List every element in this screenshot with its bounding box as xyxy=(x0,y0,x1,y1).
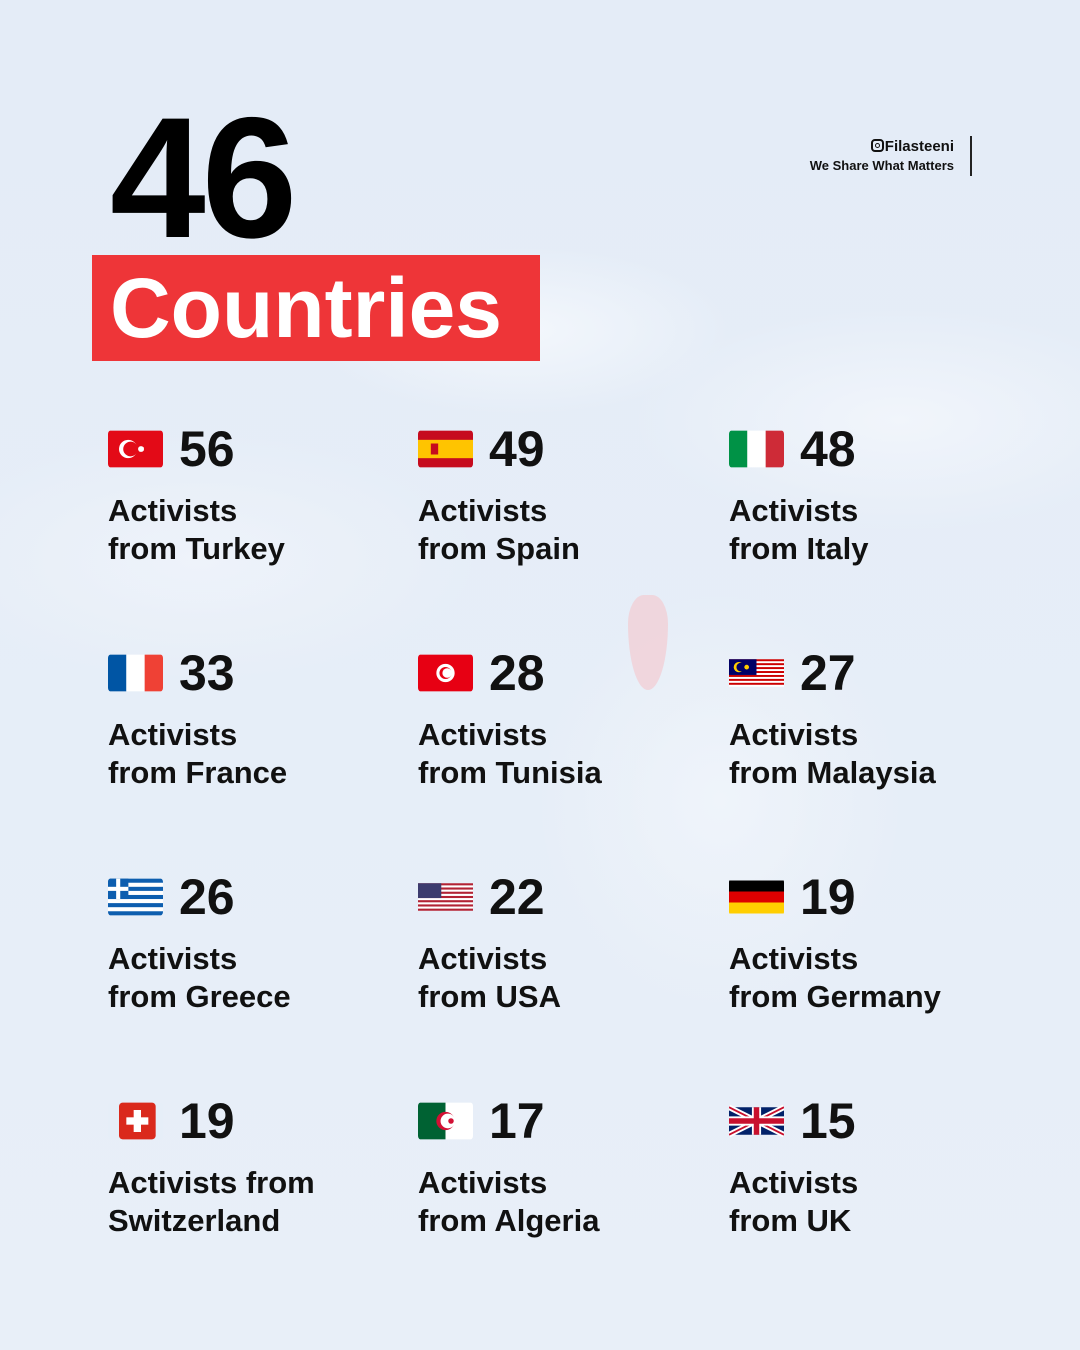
label-line-2: from Spain xyxy=(418,531,580,566)
label-line-1: Activists xyxy=(418,493,548,528)
brand-tagline: We Share What Matters xyxy=(809,158,954,173)
activist-label: Activists from Germany xyxy=(729,940,1029,1016)
activist-label: Activists from Switzerland xyxy=(108,1164,408,1240)
italy-flag-icon xyxy=(729,430,784,468)
label-line-1: Activists xyxy=(108,717,238,752)
activist-label: Activists from Algeria xyxy=(418,1164,718,1240)
label-line-2: from UK xyxy=(729,1203,852,1238)
instagram-icon xyxy=(870,139,884,152)
germany-flag-icon xyxy=(729,878,784,916)
activist-count: 49 xyxy=(489,421,545,477)
activist-label: Activists from Tunisia xyxy=(418,716,718,792)
greece-flag-icon xyxy=(108,878,163,916)
label-line-2: from Algeria xyxy=(418,1203,600,1238)
turkey-flag-icon xyxy=(108,430,163,468)
activist-label: Activists from Greece xyxy=(108,940,408,1016)
label-line-2: Switzerland xyxy=(108,1203,281,1238)
activist-count: 26 xyxy=(179,869,235,925)
label-line-1: Activists xyxy=(418,941,548,976)
activist-count: 56 xyxy=(179,421,235,477)
label-line-2: from Tunisia xyxy=(418,755,602,790)
label-line-2: from Turkey xyxy=(108,531,285,566)
activist-label: Activists from France xyxy=(108,716,408,792)
activist-label: Activists from UK xyxy=(729,1164,1029,1240)
activist-label: Activists from Turkey xyxy=(108,492,408,568)
brand: Filasteeni We Share What Matters xyxy=(810,138,954,173)
switzerland-flag-icon xyxy=(108,1102,163,1140)
label-line-1: Activists xyxy=(418,717,548,752)
activist-count: 22 xyxy=(489,869,545,925)
label-line-1: Activists xyxy=(729,1165,859,1200)
headline-label: Countries xyxy=(92,255,540,361)
headline-number: 46 xyxy=(110,82,297,274)
activist-count: 15 xyxy=(800,1093,856,1149)
activist-label: Activists from Italy xyxy=(729,492,1029,568)
malaysia-flag-icon xyxy=(729,654,784,692)
label-line-2: from USA xyxy=(418,979,561,1014)
label-line-1: Activists xyxy=(729,493,859,528)
activist-label: Activists from USA xyxy=(418,940,718,1016)
tunisia-flag-icon xyxy=(418,654,473,692)
activist-count: 48 xyxy=(800,421,856,477)
label-line-1: Activists from xyxy=(108,1165,315,1200)
france-flag-icon xyxy=(108,654,163,692)
label-line-1: Activists xyxy=(108,493,238,528)
label-line-1: Activists xyxy=(108,941,238,976)
label-line-2: from Italy xyxy=(729,531,869,566)
activist-count: 27 xyxy=(800,645,856,701)
activist-label: Activists from Spain xyxy=(418,492,718,568)
usa-flag-icon xyxy=(418,878,473,916)
activist-count: 19 xyxy=(800,869,856,925)
label-line-2: from Malaysia xyxy=(729,755,936,790)
uk-flag-icon xyxy=(729,1102,784,1140)
activist-count: 19 xyxy=(179,1093,235,1149)
divider xyxy=(970,136,972,176)
activist-count: 28 xyxy=(489,645,545,701)
algeria-flag-icon xyxy=(418,1102,473,1140)
label-line-2: from Greece xyxy=(108,979,291,1014)
label-line-2: from Germany xyxy=(729,979,941,1014)
spain-flag-icon xyxy=(418,430,473,468)
activist-count: 17 xyxy=(489,1093,545,1149)
label-line-1: Activists xyxy=(418,1165,548,1200)
activist-count: 33 xyxy=(179,645,235,701)
activist-label: Activists from Malaysia xyxy=(729,716,1029,792)
label-line-1: Activists xyxy=(729,941,859,976)
brand-handle: Filasteeni xyxy=(884,138,954,155)
label-line-2: from France xyxy=(108,755,288,790)
label-line-1: Activists xyxy=(729,717,859,752)
